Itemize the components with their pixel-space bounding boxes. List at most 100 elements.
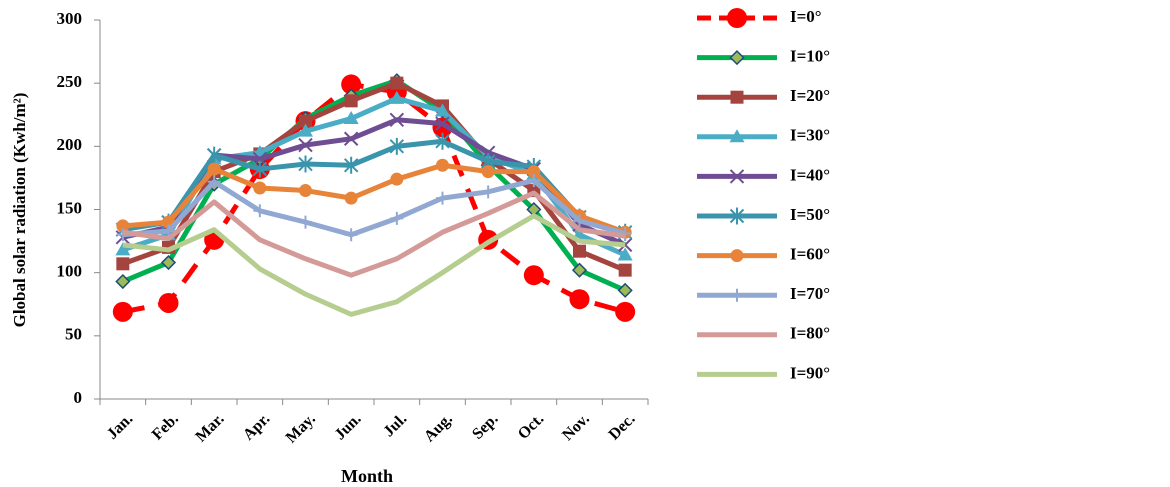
marker: [390, 211, 404, 225]
marker: [436, 191, 449, 205]
x-tick-label: Aug.: [421, 410, 456, 445]
marker-shape: [298, 123, 313, 137]
marker-shape: [253, 181, 267, 195]
marker-shape: [730, 249, 744, 263]
marker-shape: [729, 207, 745, 225]
marker-shape: [389, 112, 405, 128]
marker-shape: [727, 8, 747, 28]
marker: [298, 155, 313, 173]
marker: [569, 289, 590, 310]
marker: [481, 165, 495, 179]
marker: [573, 244, 586, 258]
marker: [729, 50, 745, 66]
x-tick-label: Dec.: [606, 410, 639, 443]
marker-shape: [207, 175, 221, 189]
marker: [390, 76, 404, 90]
marker-shape: [390, 211, 404, 225]
marker-shape: [389, 90, 405, 104]
x-tick-label: Mar.: [192, 410, 227, 445]
marker: [729, 129, 745, 143]
marker-shape: [343, 131, 359, 146]
marker: [389, 112, 405, 128]
marker: [253, 181, 267, 195]
marker: [729, 169, 745, 184]
marker: [341, 74, 362, 95]
marker: [207, 175, 221, 189]
marker: [615, 301, 636, 322]
x-tick-label: Jun.: [332, 410, 365, 443]
marker-shape: [162, 224, 175, 238]
marker-shape: [435, 116, 450, 131]
marker: [573, 214, 586, 228]
legend-label: I=20°: [790, 86, 830, 105]
marker-shape: [252, 151, 268, 167]
marker-shape: [252, 160, 268, 178]
x-tick-label: May.: [283, 410, 319, 446]
marker: [158, 292, 179, 313]
marker: [618, 263, 632, 277]
marker: [160, 254, 177, 271]
marker: [730, 249, 744, 263]
marker: [730, 90, 744, 104]
marker: [389, 137, 405, 155]
marker-shape: [390, 172, 404, 186]
marker: [617, 282, 633, 298]
marker-shape: [527, 173, 541, 187]
y-tick-label: 250: [57, 72, 83, 91]
marker-shape: [481, 185, 495, 199]
marker-shape: [206, 146, 222, 164]
marker: [344, 94, 358, 108]
legend-label: I=10°: [790, 47, 830, 66]
marker-shape: [617, 237, 633, 253]
marker: [116, 219, 130, 233]
marker: [435, 132, 450, 150]
x-axis-title: Month: [341, 466, 393, 486]
series-line: [122, 138, 626, 235]
marker: [617, 237, 633, 253]
marker: [112, 301, 133, 322]
legend-label: I=90°: [790, 363, 830, 382]
marker: [727, 8, 747, 28]
marker: [571, 262, 588, 278]
marker-shape: [158, 292, 179, 313]
marker: [435, 116, 450, 131]
marker-shape: [343, 156, 359, 174]
marker-shape: [115, 273, 131, 290]
marker: [207, 162, 221, 176]
marker-shape: [729, 169, 745, 184]
legend-label: I=70°: [790, 284, 830, 303]
marker: [298, 123, 313, 137]
marker-shape: [729, 129, 745, 143]
marker-shape: [435, 132, 450, 150]
marker-shape: [344, 94, 358, 108]
marker-shape: [729, 50, 745, 66]
marker: [730, 288, 744, 302]
marker: [299, 215, 312, 229]
marker: [527, 173, 541, 187]
legend-label: I=50°: [790, 205, 830, 224]
x-tick-label: Jul.: [380, 410, 410, 440]
marker-shape: [573, 214, 586, 228]
marker: [343, 156, 359, 174]
marker-shape: [115, 242, 131, 256]
legend-label: I=60°: [790, 245, 830, 264]
marker: [162, 224, 175, 238]
marker: [481, 185, 495, 199]
marker-shape: [298, 137, 313, 153]
marker: [253, 204, 267, 218]
marker-shape: [160, 254, 177, 271]
marker: [344, 228, 358, 242]
series-line: [122, 213, 626, 317]
legend-label: I=80°: [790, 324, 830, 343]
y-tick-label: 150: [57, 198, 83, 217]
marker-shape: [344, 228, 358, 242]
marker-shape: [299, 184, 312, 198]
marker-shape: [343, 111, 359, 125]
marker: [344, 191, 358, 205]
marker: [299, 184, 312, 198]
marker-shape: [344, 191, 358, 205]
marker-shape: [436, 158, 449, 172]
marker-shape: [617, 282, 633, 298]
marker: [527, 165, 541, 179]
